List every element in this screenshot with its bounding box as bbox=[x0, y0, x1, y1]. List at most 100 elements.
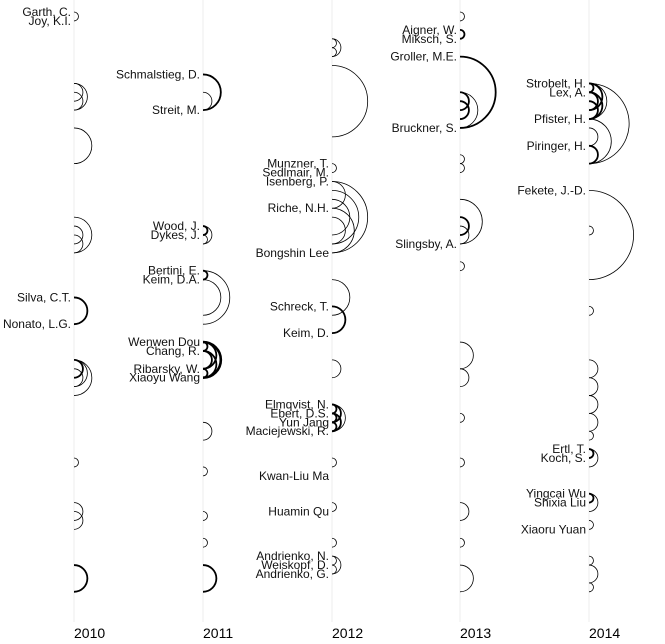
coauthor-arc bbox=[331, 359, 342, 379]
author-label: Garth, C. bbox=[22, 5, 71, 19]
coauthor-arc bbox=[459, 413, 465, 423]
author-label: Ertl, T. bbox=[552, 442, 586, 456]
coauthor-arc bbox=[331, 216, 346, 245]
author-label: Ebert, D.S. bbox=[270, 406, 329, 420]
coauthor-arc bbox=[331, 38, 337, 49]
year-label-2011: 2011 bbox=[203, 625, 233, 641]
author-label: Munzner, T. bbox=[267, 157, 329, 171]
author-label: Keim, D.A. bbox=[143, 273, 200, 287]
coauthor-arc bbox=[459, 28, 466, 40]
author-label: Groller, M.E. bbox=[390, 50, 457, 64]
coauthor-arc bbox=[202, 269, 209, 281]
author-label: Streit, M. bbox=[152, 103, 200, 117]
coauthor-arc bbox=[588, 448, 599, 468]
author-label: Schmalstieg, D. bbox=[116, 67, 200, 81]
author-label: Yingcai Wu bbox=[526, 487, 586, 501]
coauthor-arc bbox=[588, 555, 594, 566]
year-label-2012: 2012 bbox=[332, 625, 363, 641]
coauthor-arc bbox=[588, 359, 599, 379]
coauthor-arc bbox=[73, 368, 84, 388]
coauthor-arc bbox=[331, 537, 337, 548]
author-label: Miksch, S. bbox=[402, 32, 457, 46]
year-column-2014: Strobelt, H.Lex, A. Pfister, H. Piringer, … bbox=[517, 0, 634, 622]
author-label: Schreck, T. bbox=[270, 299, 329, 313]
coauthor-arc bbox=[588, 82, 630, 165]
coauthor-arc bbox=[73, 82, 88, 111]
coauthor-arc bbox=[459, 368, 470, 388]
author-label: Sedlmair, M. bbox=[262, 166, 329, 180]
author-label: Piringer, H. bbox=[527, 139, 586, 153]
author-label: Silva, C.T. bbox=[17, 290, 71, 304]
coauthor-arc bbox=[331, 207, 355, 254]
author-label: Joy, K.I. bbox=[29, 14, 71, 28]
coauthor-arc bbox=[202, 91, 213, 111]
author-label: Dykes, J. bbox=[151, 228, 200, 242]
coauthor-arc bbox=[331, 47, 337, 57]
author-label: Pfister, H. bbox=[534, 112, 586, 126]
coauthor-arc bbox=[202, 466, 208, 477]
author-label: Andrienko, G. bbox=[256, 567, 329, 581]
author-label: Elmqvist, N. bbox=[265, 397, 329, 411]
coauthor-arc bbox=[459, 502, 470, 521]
coauthor-arc bbox=[459, 537, 465, 548]
author-label: Keim, D. bbox=[283, 326, 329, 340]
coauthor-arc bbox=[331, 65, 368, 138]
coauthor-arc bbox=[331, 502, 337, 512]
author-label: Maciejewski, R. bbox=[246, 424, 329, 438]
coauthor-arc bbox=[588, 144, 599, 165]
coauthor-arc bbox=[202, 279, 222, 316]
coauthor-arc bbox=[73, 91, 84, 111]
coauthor-arc bbox=[588, 118, 612, 165]
author-label: Ribarsky, W. bbox=[134, 362, 200, 376]
coauthor-arc bbox=[588, 305, 594, 316]
coauthor-arc bbox=[202, 225, 209, 236]
coauthor-arc bbox=[588, 564, 599, 584]
coauthor-arc bbox=[202, 73, 222, 112]
year-label-2010: 2010 bbox=[74, 625, 105, 641]
coauthor-arc bbox=[459, 198, 483, 245]
coauthor-arc bbox=[588, 225, 594, 236]
coauthor-arc bbox=[202, 511, 208, 521]
author-label: Andrienko, N. bbox=[256, 549, 329, 563]
coauthor-arc bbox=[459, 100, 470, 120]
author-label: Nonato, L.G. bbox=[3, 317, 71, 331]
year-column-2013: Aigner, W.Miksch, S. Groller, M.E. Bruckne… bbox=[390, 0, 497, 622]
year-label-2013: 2013 bbox=[460, 625, 491, 641]
author-label: Bongshin Lee bbox=[256, 246, 330, 260]
author-label: Lex, A. bbox=[549, 85, 586, 99]
author-label: Slingsby, A. bbox=[395, 237, 457, 251]
author-label: Fekete, J.-D. bbox=[517, 183, 586, 197]
coauthor-arc bbox=[459, 261, 465, 272]
coauthor-arc bbox=[73, 296, 89, 326]
author-label: Shixia Liu bbox=[534, 496, 586, 510]
coauthor-arc bbox=[588, 377, 599, 396]
author-label: Xiaoyu Wang bbox=[129, 371, 200, 385]
coauthor-arc bbox=[588, 582, 594, 593]
coauthor-arc bbox=[459, 341, 474, 370]
author-label: Xiaoru Yuan bbox=[521, 522, 586, 536]
coauthor-arc bbox=[331, 163, 337, 173]
coauthor-arc bbox=[73, 234, 84, 254]
coauthor-arc bbox=[459, 225, 470, 245]
coauthor-arc bbox=[331, 38, 342, 57]
coauthor-arc bbox=[202, 564, 218, 593]
author-label: Wood, J. bbox=[153, 219, 200, 233]
coauthor-arc bbox=[331, 564, 337, 575]
author-label: Isenberg, P. bbox=[266, 174, 329, 188]
coauthor-arc bbox=[331, 279, 351, 316]
coauthor-arc bbox=[588, 448, 595, 459]
coauthor-arc bbox=[588, 430, 594, 441]
coauthor-arc bbox=[459, 457, 465, 468]
coauthor-arc bbox=[459, 11, 465, 22]
author-label: Kwan-Liu Ma bbox=[259, 469, 329, 483]
year-label-2014: 2014 bbox=[589, 625, 620, 641]
author-label: Weiskopf, D. bbox=[261, 558, 329, 572]
coauthor-arc bbox=[588, 520, 594, 530]
author-label: Huamin Qu bbox=[268, 505, 329, 519]
coauthor-arc bbox=[588, 190, 634, 280]
coauthor-arc bbox=[588, 127, 599, 147]
coauthor-arc bbox=[73, 225, 84, 245]
coauthor-arc bbox=[459, 55, 497, 129]
coauthor-arc bbox=[331, 190, 360, 245]
